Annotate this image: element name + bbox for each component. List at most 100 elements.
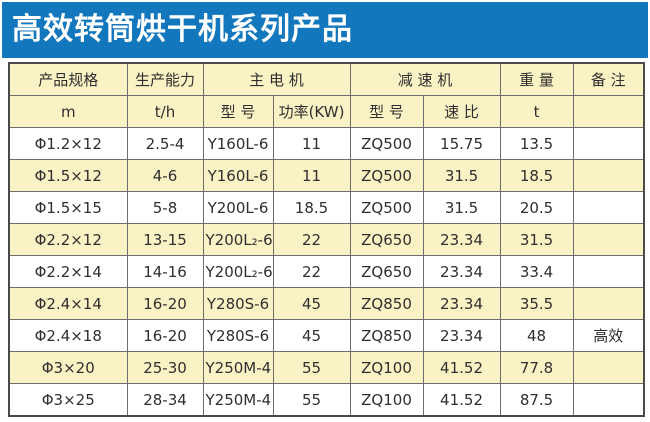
header-cell-spec-unit: m: [8, 95, 128, 128]
table-cell: ZQ100: [349, 383, 424, 417]
table-cell: 48: [499, 319, 574, 352]
table-cell: 16-20: [126, 287, 204, 320]
header-cell-capacity: 生产能力: [126, 62, 204, 96]
header-cell-weight-unit: t: [499, 95, 574, 128]
header-cell-remark: 备 注: [572, 62, 645, 96]
table-cell: Y200L₂-6: [202, 223, 274, 256]
header-cell-spec: 产品规格: [8, 62, 128, 96]
table-cell: 22: [272, 255, 351, 288]
table-row: Φ3×20 25-30 Y250M-4 55 ZQ100 41.52 77.8: [8, 351, 645, 384]
table-cell: ZQ500: [349, 191, 424, 224]
table-cell: Φ3×25: [8, 383, 128, 417]
table-cell: Y160L-6: [202, 159, 274, 192]
header-cell-weight: 重 量: [499, 62, 574, 96]
header-cell-main-motor: 主 电 机: [202, 62, 351, 96]
table-cell: ZQ650: [349, 223, 424, 256]
table-cell: 11: [272, 127, 351, 160]
table-cell: 28-34: [126, 383, 204, 417]
table-cell: 4-6: [126, 159, 204, 192]
header-cell-reducer: 减 速 机: [349, 62, 501, 96]
table-cell: 23.34: [422, 287, 501, 320]
table-cell: 16-20: [126, 319, 204, 352]
table-cell: Y280S-6: [202, 287, 274, 320]
table-cell: Y250M-4: [202, 351, 274, 384]
page-title: 高效转筒烘干机系列产品: [12, 12, 353, 47]
table-cell: Y200L-6: [202, 191, 274, 224]
table-cell: 23.34: [422, 223, 501, 256]
table-cell: Φ3×20: [8, 351, 128, 384]
table-cell: [572, 351, 645, 384]
table-cell: [572, 287, 645, 320]
table-cell: [572, 383, 645, 417]
table-cell: 15.75: [422, 127, 501, 160]
table-cell: ZQ850: [349, 319, 424, 352]
table-row: Φ2.4×14 16-20 Y280S-6 45 ZQ850 23.34 35.5: [8, 287, 645, 320]
table-cell: 55: [272, 351, 351, 384]
table-cell: [572, 255, 645, 288]
table-cell: 45: [272, 287, 351, 320]
table-cell: Φ1.2×12: [8, 127, 128, 160]
table-cell: 14-16: [126, 255, 204, 288]
table-cell: Y160L-6: [202, 127, 274, 160]
table-cell: ZQ500: [349, 159, 424, 192]
table-cell: ZQ100: [349, 351, 424, 384]
spec-table: 产品规格 生产能力 主 电 机 减 速 机 重 量 备 注 m t/h 型 号 …: [8, 62, 646, 417]
table-cell: 2.5-4: [126, 127, 204, 160]
table-cell: 13-15: [126, 223, 204, 256]
table-cell: Φ2.2×14: [8, 255, 128, 288]
header-cell-capacity-unit: t/h: [126, 95, 204, 128]
table-cell: 13.5: [499, 127, 574, 160]
table-cell: 20.5: [499, 191, 574, 224]
table-cell: 45: [272, 319, 351, 352]
table-cell: 77.8: [499, 351, 574, 384]
table-cell: 18.5: [499, 159, 574, 192]
table-cell: 41.52: [422, 351, 501, 384]
table-row: Φ2.2×14 14-16 Y200L₂-6 22 ZQ650 23.34 33.4: [8, 255, 645, 288]
table-cell: Φ1.5×15: [8, 191, 128, 224]
table-cell: Φ2.2×12: [8, 223, 128, 256]
table-cell: 11: [272, 159, 351, 192]
table-cell: 33.4: [499, 255, 574, 288]
header-row-groups: 产品规格 生产能力 主 电 机 减 速 机 重 量 备 注: [8, 62, 645, 96]
table-cell: [572, 127, 645, 160]
table-cell: 55: [272, 383, 351, 417]
table-cell: Y280S-6: [202, 319, 274, 352]
table-cell: Φ2.4×18: [8, 319, 128, 352]
table-header: 产品规格 生产能力 主 电 机 减 速 机 重 量 备 注 m t/h 型 号 …: [8, 62, 645, 128]
table-body: Φ1.2×12 2.5-4 Y160L-6 11 ZQ500 15.75 13.5 Φ1.5×…: [8, 127, 645, 417]
table-row: Φ2.4×18 16-20 Y280S-6 45 ZQ850 23.34 48 高效: [8, 319, 645, 352]
table-cell: [572, 191, 645, 224]
table-row: Φ1.5×12 4-6 Y160L-6 11 ZQ500 31.5 18.5: [8, 159, 645, 192]
table-row: Φ1.5×15 5-8 Y200L-6 18.5 ZQ500 31.5 20.5: [8, 191, 645, 224]
table-cell: 31.5: [422, 159, 501, 192]
table-cell: 22: [272, 223, 351, 256]
table-cell: 23.34: [422, 319, 501, 352]
table-cell: ZQ650: [349, 255, 424, 288]
header-cell-motor-model: 型 号: [202, 95, 274, 128]
table-cell: 18.5: [272, 191, 351, 224]
table-row: Φ3×25 28-34 Y250M-4 55 ZQ100 41.52 87.5: [8, 383, 645, 417]
title-banner: 高效转筒烘干机系列产品: [2, 2, 648, 58]
table-cell: 5-8: [126, 191, 204, 224]
table-cell: Y250M-4: [202, 383, 274, 417]
table-cell: [572, 159, 645, 192]
table-cell: 25-30: [126, 351, 204, 384]
table-cell: Y200L₂-6: [202, 255, 274, 288]
table-cell: [572, 223, 645, 256]
header-row-units: m t/h 型 号 功率(KW) 型 号 速 比 t: [8, 95, 645, 128]
header-cell-remark-blank: [572, 95, 645, 128]
table-cell: 31.5: [422, 191, 501, 224]
table-cell: 高效: [572, 319, 645, 352]
table-row: Φ1.2×12 2.5-4 Y160L-6 11 ZQ500 15.75 13.5: [8, 127, 645, 160]
table-cell: Φ1.5×12: [8, 159, 128, 192]
table-cell: ZQ850: [349, 287, 424, 320]
header-cell-reducer-model: 型 号: [349, 95, 424, 128]
table-cell: 41.52: [422, 383, 501, 417]
header-cell-reducer-ratio: 速 比: [422, 95, 501, 128]
table-cell: ZQ500: [349, 127, 424, 160]
table-cell: 31.5: [499, 223, 574, 256]
table-row: Φ2.2×12 13-15 Y200L₂-6 22 ZQ650 23.34 31.5: [8, 223, 645, 256]
table-cell: 35.5: [499, 287, 574, 320]
header-cell-motor-power: 功率(KW): [272, 95, 351, 128]
